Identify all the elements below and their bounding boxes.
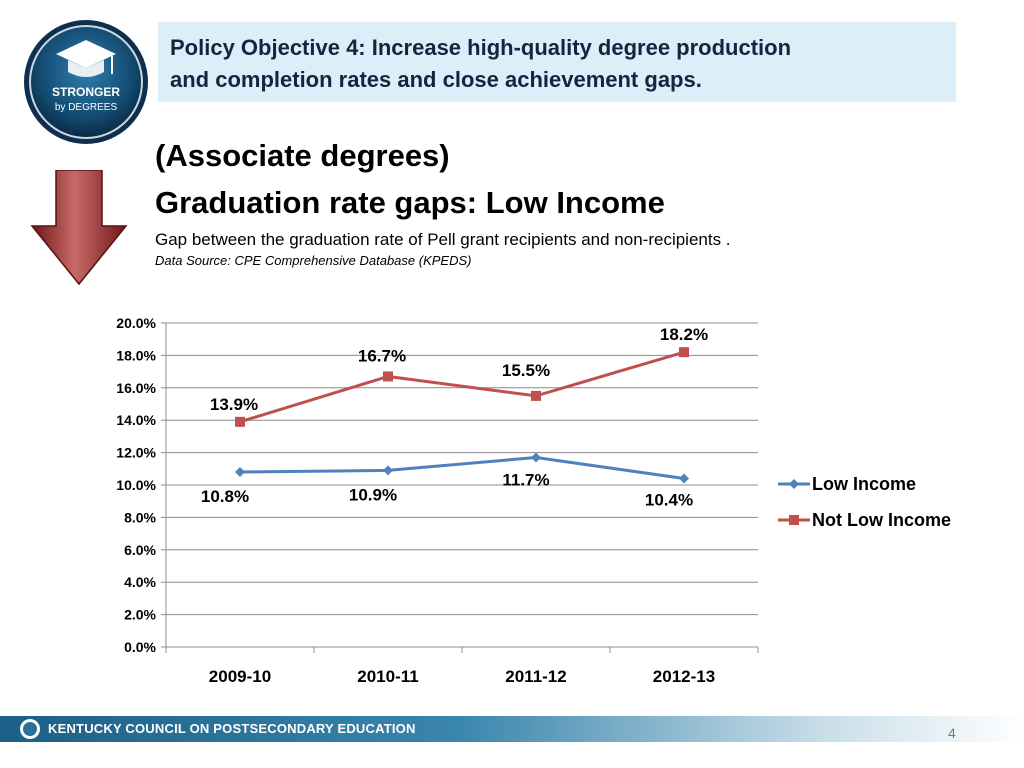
chart-grid [161, 322, 759, 653]
stronger-by-degrees-logo: STRONGER by DEGREES [24, 20, 148, 144]
policy-banner-line1: Policy Objective 4: Increase high-qualit… [170, 35, 792, 60]
data-point [531, 390, 541, 401]
x-tick-label: 2012-13 [653, 667, 715, 686]
legend-label: Low Income [812, 474, 916, 494]
policy-banner: Policy Objective 4: Increase high-qualit… [158, 22, 956, 102]
logo-line1: STRONGER [52, 85, 120, 99]
policy-banner-line2: and completion rates and close achieveme… [170, 67, 702, 92]
y-axis-ticks: 0.0% 2.0% 4.0% 6.0% 8.0% 10.0% 12.0% 14.0% 16.0%… [116, 315, 156, 655]
x-axis-ticks: 2009-10 2010-11 2011-12 2012-13 [209, 667, 715, 686]
data-label: 16.7% [358, 346, 406, 365]
data-point [531, 452, 541, 463]
page-number: 4 [948, 725, 956, 741]
data-label: 10.4% [645, 491, 693, 510]
data-point [679, 347, 689, 358]
y-tick-label: 0.0% [124, 639, 156, 655]
data-label: 18.2% [660, 325, 708, 344]
subtitle: (Associate degrees) [155, 138, 450, 173]
data-source: Data Source: CPE Comprehensive Database … [155, 253, 472, 268]
page-title: Graduation rate gaps: Low Income [155, 185, 665, 220]
graduation-cap-icon [56, 40, 116, 77]
data-point [235, 467, 245, 478]
data-point [383, 371, 393, 382]
series-line [239, 455, 685, 481]
x-tick-label: 2010-11 [357, 667, 418, 686]
description: Gap between the graduation rate of Pell … [155, 230, 731, 249]
y-tick-label: 10.0% [116, 477, 156, 493]
y-tick-label: 16.0% [116, 380, 156, 396]
chart-series: 10.8% 10.9% 11.7% 10.4% 13.9% 16.7% 15.5% 18.2% [201, 325, 708, 509]
y-tick-label: 4.0% [124, 574, 156, 590]
legend-marker [789, 479, 799, 489]
y-tick-label: 14.0% [116, 412, 156, 428]
logo-line2: by DEGREES [55, 102, 118, 113]
line-chart: 0.0% 2.0% 4.0% 6.0% 8.0% 10.0% 12.0% 14.0% 16.0%… [116, 315, 951, 686]
y-tick-label: 12.0% [116, 445, 156, 461]
data-label: 10.9% [349, 485, 397, 504]
data-label: 11.7% [502, 470, 549, 489]
y-tick-label: 8.0% [124, 509, 156, 525]
y-tick-label: 2.0% [124, 607, 156, 623]
y-tick-label: 18.0% [116, 347, 156, 363]
y-tick-label: 6.0% [124, 542, 156, 558]
footer-bar [0, 716, 1024, 742]
data-point [383, 465, 393, 476]
down-arrow-icon [30, 170, 128, 286]
data-point [679, 473, 689, 484]
data-label: 13.9% [210, 395, 258, 414]
x-tick-label: 2009-10 [209, 667, 271, 686]
x-tick-label: 2011-12 [505, 667, 566, 686]
y-tick-label: 20.0% [116, 315, 156, 331]
legend-marker [789, 515, 799, 525]
footer-org: KENTUCKY COUNCIL ON POSTSECONDARY EDUCAT… [48, 721, 416, 736]
legend-label: Not Low Income [812, 510, 951, 530]
data-point [235, 416, 245, 427]
series-line [239, 350, 685, 424]
data-label: 10.8% [201, 487, 249, 506]
chart-legend: Low Income Not Low Income [778, 474, 951, 530]
data-label: 15.5% [502, 361, 550, 380]
